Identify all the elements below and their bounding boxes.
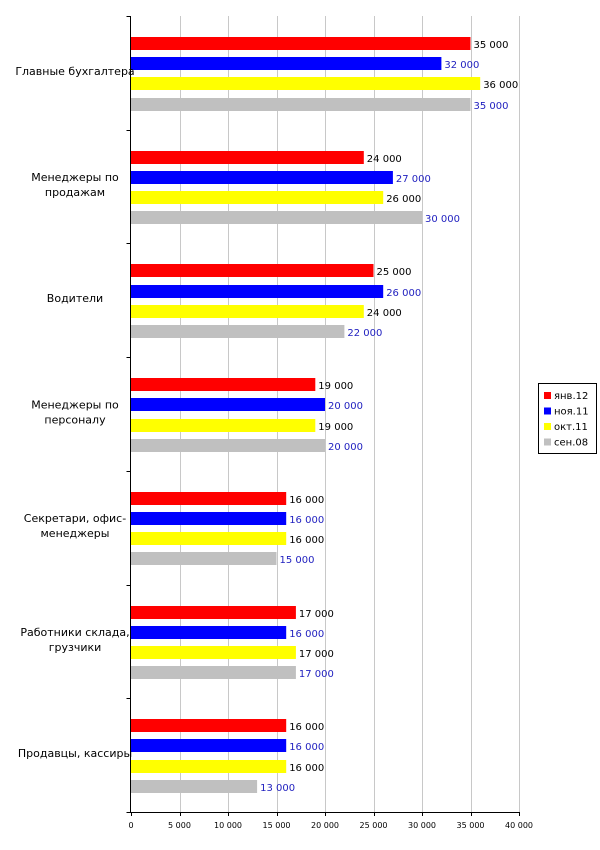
bar [131, 325, 345, 338]
legend: янв.12 ноя.11 окт.11 сен.08 [538, 383, 597, 454]
bar [131, 439, 325, 452]
x-tick-label: 0 [128, 821, 133, 830]
value-label: 15 000 [280, 555, 315, 566]
x-tick-label: 40 000 [505, 821, 533, 830]
category-label: Работники склада, грузчики [20, 626, 129, 654]
bar [131, 211, 422, 224]
value-label: 26 000 [386, 194, 421, 205]
value-label: 24 000 [367, 154, 402, 165]
value-label: 26 000 [386, 288, 421, 299]
bar [131, 151, 364, 164]
legend-swatch [544, 407, 551, 415]
bar [131, 285, 384, 298]
bar [131, 552, 277, 565]
value-label: 24 000 [367, 308, 402, 319]
x-tick-label: 15 000 [263, 821, 291, 830]
bar [131, 57, 442, 70]
value-label: 35 000 [474, 40, 509, 51]
bars-layer [131, 37, 481, 793]
bar [131, 606, 296, 619]
value-label: 16 000 [289, 742, 324, 753]
bar [131, 492, 287, 505]
category-label: Менеджеры по продажам [31, 171, 119, 199]
value-label: 13 000 [260, 783, 295, 794]
value-label: 16 000 [289, 515, 324, 526]
bar [131, 532, 287, 545]
legend-swatch [544, 423, 551, 430]
value-label: 16 000 [289, 722, 324, 733]
value-label: 16 000 [289, 495, 324, 506]
value-label: 25 000 [377, 267, 412, 278]
value-label: 20 000 [328, 442, 363, 453]
bar [131, 37, 471, 50]
bar [131, 419, 316, 432]
bar [131, 512, 287, 525]
bar [131, 760, 287, 773]
category-labels-layer: Главные бухгалтера Менеджеры по продажам Во… [15, 65, 134, 760]
category-label: Менеджеры по персоналу [31, 398, 119, 426]
legend-entry-label: сен.08 [554, 438, 588, 449]
category-label: Продавцы, кассиры [18, 747, 132, 760]
value-label: 19 000 [318, 422, 353, 433]
bar [131, 739, 287, 752]
bar [131, 646, 296, 659]
x-tick-label: 5 000 [168, 821, 191, 830]
value-label: 32 000 [444, 60, 479, 71]
value-label: 19 000 [318, 381, 353, 392]
legend-entry-label: окт.11 [554, 422, 588, 433]
value-label: 17 000 [299, 669, 334, 680]
value-label: 16 000 [289, 535, 324, 546]
category-label: Водители [47, 292, 103, 305]
value-label: 36 000 [483, 80, 518, 91]
bar [131, 77, 481, 90]
bar [131, 171, 393, 184]
legend-entry-label: янв.12 [554, 391, 588, 402]
x-tick-label: 10 000 [214, 821, 242, 830]
value-label: 16 000 [289, 629, 324, 640]
bar [131, 305, 364, 318]
value-label: 35 000 [474, 101, 509, 112]
value-label: 17 000 [299, 649, 334, 660]
bar [131, 264, 374, 277]
x-tick-label: 30 000 [408, 821, 436, 830]
bar [131, 98, 471, 111]
bar [131, 719, 287, 732]
legend-swatch [544, 392, 551, 399]
bar [131, 666, 296, 679]
value-label: 30 000 [425, 214, 460, 225]
value-labels-layer: 35 000 32 000 36 000 35 000 24 000 27 000 26 0… [260, 40, 518, 794]
value-label: 22 000 [347, 328, 382, 339]
bar [131, 191, 384, 204]
category-label: Главные бухгалтера [15, 65, 134, 78]
x-tick-label: 35 000 [457, 821, 485, 830]
value-label: 27 000 [396, 174, 431, 185]
x-tick-label: 20 000 [311, 821, 339, 830]
axis-layer [126, 16, 520, 816]
bar [131, 378, 316, 391]
bar [131, 398, 325, 411]
legend-entry-label: ноя.11 [554, 407, 589, 418]
legend-swatch [544, 438, 551, 446]
bar [131, 626, 287, 639]
category-label: Секретари, офис-менеджеры [24, 512, 126, 540]
value-label: 20 000 [328, 401, 363, 412]
bar [131, 780, 258, 793]
x-tick-label: 25 000 [360, 821, 388, 830]
grid-layer [180, 16, 520, 812]
value-label: 17 000 [299, 609, 334, 620]
value-label: 16 000 [289, 763, 324, 774]
x-tick-labels-layer: 0 5 000 10 000 15 000 20 000 25 000 30 000 35 0… [128, 821, 533, 830]
